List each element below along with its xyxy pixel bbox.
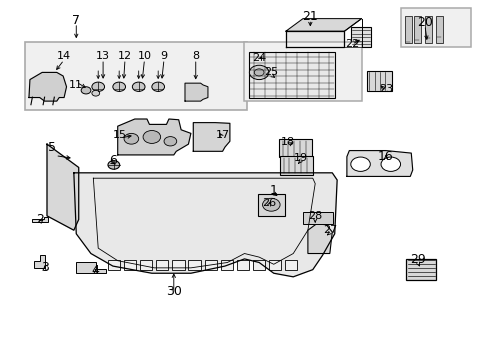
Polygon shape (76, 262, 105, 273)
Text: 7: 7 (72, 14, 80, 27)
Bar (156, 260, 168, 270)
Polygon shape (285, 31, 344, 47)
Text: 30: 30 (165, 285, 182, 298)
Polygon shape (184, 83, 207, 101)
Text: 9: 9 (160, 51, 167, 61)
Polygon shape (74, 173, 336, 277)
Text: 16: 16 (377, 150, 393, 163)
Bar (435, 16, 442, 43)
Text: 17: 17 (215, 130, 229, 140)
Bar (406, 259, 435, 280)
Bar (285, 260, 297, 270)
Text: 1: 1 (269, 184, 277, 197)
Bar (268, 260, 281, 270)
Bar (279, 156, 312, 175)
Text: 12: 12 (118, 51, 132, 61)
Bar (350, 27, 370, 47)
Text: 15: 15 (113, 130, 127, 140)
Bar (413, 16, 420, 43)
Text: 22: 22 (344, 39, 358, 49)
Bar (400, 8, 470, 47)
Text: 18: 18 (281, 138, 295, 147)
Text: 27: 27 (322, 225, 336, 235)
Bar (244, 42, 361, 101)
Text: 8: 8 (192, 51, 199, 61)
Text: 29: 29 (409, 253, 425, 266)
Polygon shape (307, 224, 331, 253)
Text: 11: 11 (69, 80, 83, 90)
Polygon shape (29, 72, 66, 101)
Circle shape (262, 198, 280, 211)
Text: 28: 28 (307, 211, 322, 221)
Text: 10: 10 (137, 51, 151, 61)
Text: 2: 2 (36, 213, 43, 226)
Bar (204, 260, 216, 270)
Bar (278, 139, 311, 157)
Circle shape (108, 161, 120, 169)
Circle shape (350, 157, 369, 171)
Bar (249, 51, 334, 98)
Bar (25, 42, 246, 110)
Polygon shape (285, 19, 361, 31)
Bar (172, 260, 184, 270)
Text: 20: 20 (416, 16, 432, 29)
Circle shape (380, 157, 400, 171)
Circle shape (254, 69, 264, 76)
Circle shape (152, 82, 164, 91)
Circle shape (143, 131, 160, 143)
Text: 5: 5 (48, 141, 56, 154)
Bar (252, 260, 264, 270)
Text: 13: 13 (96, 51, 110, 61)
Polygon shape (32, 217, 48, 222)
Polygon shape (346, 150, 412, 176)
Circle shape (132, 82, 145, 91)
Polygon shape (118, 119, 190, 155)
Text: 6: 6 (109, 154, 117, 167)
Circle shape (81, 87, 91, 94)
Circle shape (92, 90, 100, 96)
Polygon shape (34, 255, 44, 268)
Text: 14: 14 (57, 51, 71, 61)
Text: 26: 26 (261, 198, 275, 208)
Bar (188, 260, 200, 270)
Bar (220, 260, 232, 270)
Bar (405, 16, 411, 43)
Bar (236, 260, 248, 270)
Bar (108, 260, 120, 270)
Text: 19: 19 (293, 153, 307, 163)
Text: 23: 23 (378, 84, 392, 94)
Text: 3: 3 (41, 261, 48, 274)
Bar (424, 16, 431, 43)
Polygon shape (47, 144, 79, 230)
Polygon shape (193, 123, 229, 151)
Text: 4: 4 (92, 264, 100, 277)
Circle shape (249, 65, 268, 80)
Bar (258, 194, 285, 216)
Bar (303, 212, 332, 224)
Bar (140, 260, 152, 270)
Circle shape (124, 134, 139, 144)
Text: 21: 21 (302, 10, 318, 23)
Bar (124, 260, 136, 270)
Circle shape (163, 136, 176, 146)
Circle shape (92, 82, 104, 91)
Text: 25: 25 (264, 67, 278, 77)
Text: 24: 24 (251, 53, 265, 63)
Bar (366, 71, 391, 91)
Circle shape (113, 82, 125, 91)
